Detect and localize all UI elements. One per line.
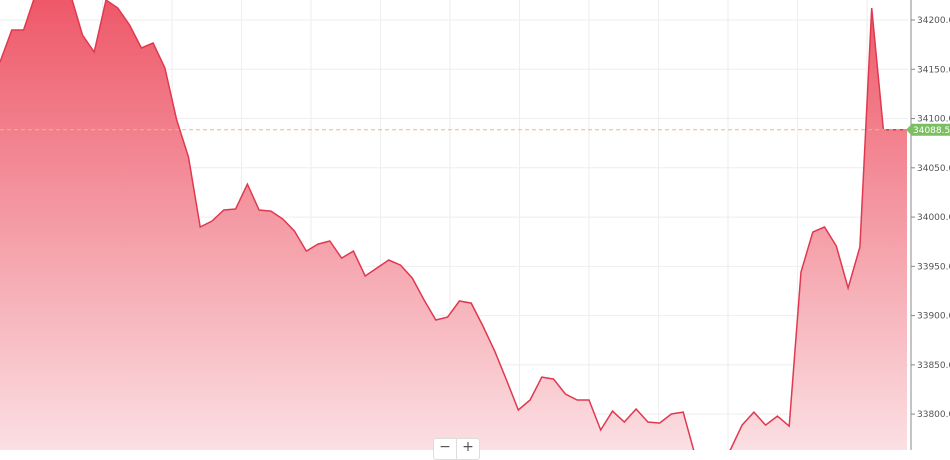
y-tick-label: 33850.00 [917,361,950,371]
current-price-tag-bg [906,123,950,136]
y-tick-label: 34200.00 [917,16,950,26]
price-area [0,0,907,450]
y-tick-label: 34000.00 [917,213,950,223]
price-chart[interactable]: 34200.00 34150.00 34100.00 34050.00 34000.00… [0,0,950,450]
y-tick-label: 34050.00 [917,164,950,174]
y-tick-label: 34100.00 [917,115,950,125]
zoom-in-button[interactable]: + [456,439,479,459]
y-tick-label: 33800.00 [917,410,950,420]
current-price-label: 34088.56 [913,126,950,136]
price-line [0,0,907,450]
y-axis-ticks: 34200.00 34150.00 34100.00 34050.00 34000.00… [911,16,950,420]
current-price-tag: 34088.56 [906,123,950,136]
y-tick-label: 34150.00 [917,65,950,75]
y-tick-label: 33900.00 [917,312,950,322]
zoom-out-button[interactable]: − [439,439,451,455]
zoom-controls: − + [433,438,480,460]
y-tick-label: 33950.00 [917,262,950,272]
